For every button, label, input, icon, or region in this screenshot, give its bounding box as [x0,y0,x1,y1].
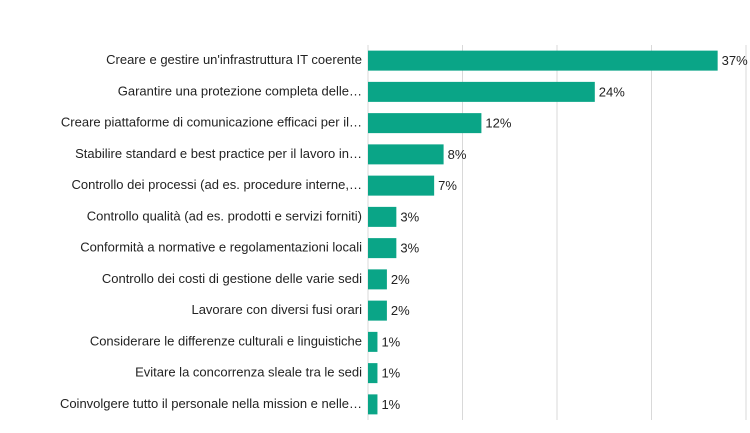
value-label: 8% [448,147,467,162]
bar [368,50,718,71]
bar [368,394,378,415]
value-label: 24% [599,84,625,99]
bar [368,363,378,384]
value-label: 3% [400,241,419,256]
bar [368,81,595,102]
bar [368,175,435,196]
value-label: 3% [400,209,419,224]
category-label: Creare piattaforme di comunicazione effi… [61,115,362,130]
bar [368,113,482,134]
category-label: Controllo qualità (ad es. prodotti e ser… [87,208,362,223]
bar [368,300,387,321]
value-label: 12% [485,116,511,131]
category-label: Controllo dei costi di gestione delle va… [102,271,362,286]
bar [368,144,444,165]
category-label: Garantire una protezione completa delle… [118,83,362,98]
category-label: Creare e gestire un'infrastruttura IT co… [106,52,362,67]
value-label: 2% [391,303,410,318]
value-label: 1% [381,397,400,412]
value-label: 2% [391,272,410,287]
value-label: 1% [381,366,400,381]
category-label: Considerare le differenze culturali e li… [90,333,362,348]
value-label: 7% [438,178,457,193]
category-label: Stabilire standard e best practice per i… [75,146,362,161]
bar [368,206,397,227]
category-label: Conformità a normative e regolamentazion… [80,240,362,255]
bar [368,269,387,290]
bar [368,238,397,259]
category-label: Coinvolgere tutto il personale nella mis… [60,396,362,411]
value-label: 1% [381,334,400,349]
bar [368,331,378,352]
category-label: Evitare la concorrenza sleale tra le sed… [135,365,362,380]
category-label: Controllo dei processi (ad es. procedure… [72,177,362,192]
value-label: 37% [722,53,748,68]
category-label: Lavorare con diversi fusi orari [191,302,362,317]
